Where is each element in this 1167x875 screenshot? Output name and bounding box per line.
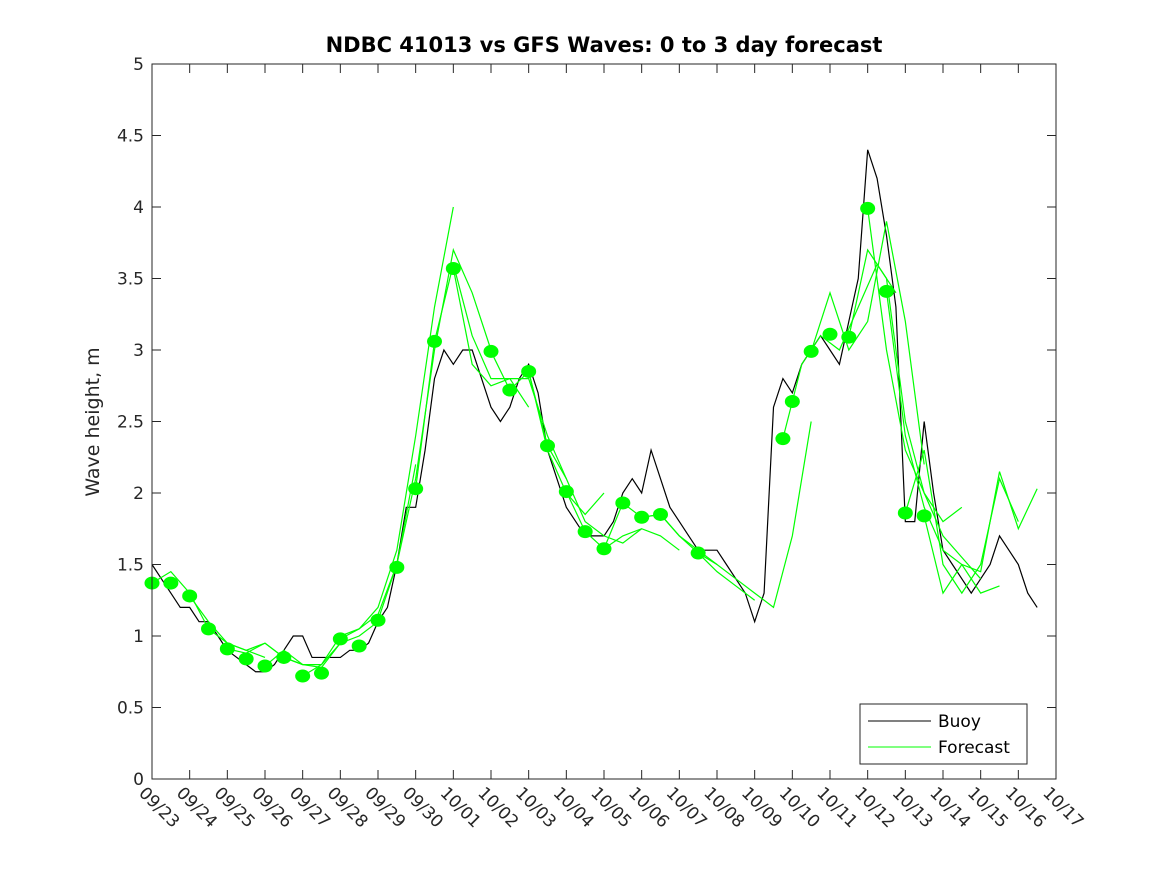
legend-buoy-label: Buoy: [938, 712, 981, 732]
x-tick-label: 09/30: [398, 783, 447, 832]
forecast-point: [784, 394, 800, 408]
forecast-line: [885, 291, 1000, 594]
forecast-line: [904, 449, 1019, 595]
forecast-point: [822, 327, 838, 341]
forecast-point: [238, 652, 254, 666]
forecast-line: [848, 248, 963, 523]
y-tick-label: 1.5: [117, 556, 144, 576]
forecast-point: [860, 201, 876, 215]
x-tick-label: 10/02: [473, 783, 522, 832]
y-tick-label: 2: [133, 484, 144, 504]
forecast-point: [276, 650, 292, 664]
forecast-point: [916, 509, 932, 523]
forecast-point: [427, 334, 442, 348]
x-tick-label: 09/26: [247, 783, 296, 832]
forecast-point: [351, 639, 367, 653]
x-tick-label: 09/25: [210, 783, 259, 832]
y-tick-label: 4.5: [117, 127, 144, 147]
forecast-point: [370, 613, 386, 627]
x-tick-label: 10/14: [925, 783, 974, 832]
buoy-line: [151, 149, 1038, 673]
forecast-point: [314, 666, 329, 680]
y-tick-label: 3.5: [117, 270, 144, 290]
forecast-point: [634, 510, 650, 524]
forecast-point: [295, 669, 311, 683]
x-tick-label: 09/28: [323, 783, 372, 832]
forecast-point: [502, 383, 518, 397]
forecast-point: [615, 496, 631, 510]
forecast-point: [163, 576, 179, 590]
forecast-point: [897, 506, 913, 520]
axes-box: [151, 63, 1057, 780]
forecast-line: [923, 471, 1038, 595]
x-tick-label: 10/17: [1038, 783, 1087, 832]
y-tick-label: 0: [133, 770, 144, 790]
legend: Buoy Forecast: [859, 703, 1028, 765]
forecast-line: [490, 351, 605, 516]
chart-title: NDBC 41013 vs GFS Waves: 0 to 3 day fore…: [326, 33, 883, 57]
forecast-point: [879, 284, 894, 298]
forecast-point: [521, 364, 537, 378]
y-tick-label: 2.5: [117, 413, 144, 433]
x-tick-label: 10/10: [775, 783, 824, 832]
y-axis-label: Wave height, m: [82, 347, 104, 496]
y-tick-label: 1: [133, 627, 144, 647]
forecast-point: [389, 560, 405, 574]
forecast-line: [867, 208, 982, 580]
y-tick-label: 3: [133, 341, 144, 361]
forecast-point: [596, 542, 612, 556]
forecast-line: [697, 421, 812, 609]
x-tick-label: 10/05: [586, 783, 635, 832]
x-tick-label: 10/16: [1001, 783, 1050, 832]
x-tick-label: 10/12: [850, 783, 899, 832]
forecast-line: [340, 206, 454, 640]
y-tick-label: 4: [133, 198, 144, 218]
forecast-point: [332, 632, 348, 646]
forecast-point: [445, 261, 461, 275]
legend-box: [859, 703, 1028, 765]
x-tick-label: 09/27: [285, 783, 334, 832]
plot-area: [144, 149, 1038, 683]
legend-forecast-label: Forecast: [938, 738, 1010, 758]
forecast-point: [775, 432, 791, 446]
forecast-point: [408, 482, 424, 496]
forecast-line: [810, 221, 925, 465]
forecast-point: [257, 659, 273, 673]
y-tick-label: 0.5: [117, 699, 144, 719]
forecast-point: [201, 622, 216, 636]
forecast-point: [558, 485, 574, 499]
forecast-point: [219, 642, 235, 656]
forecast-point: [841, 330, 857, 344]
forecast-point: [803, 344, 819, 358]
x-tick-label: 10/11: [812, 783, 861, 832]
forecast-point: [540, 439, 555, 453]
forecast-line: [528, 371, 643, 544]
x-tick-label: 09/23: [134, 783, 183, 832]
forecast-point: [483, 344, 499, 358]
x-tick-label: 09/29: [360, 783, 409, 832]
forecast-point: [690, 546, 706, 560]
x-tick-label: 10/04: [549, 783, 598, 832]
forecast-point: [182, 589, 198, 603]
x-tick-label: 10/09: [737, 783, 786, 832]
x-tick-label: 10/15: [963, 783, 1012, 832]
x-tick-label: 10/08: [699, 783, 748, 832]
x-tick-label: 09/24: [172, 783, 221, 832]
forecast-point: [653, 507, 668, 521]
forecast-line: [452, 268, 567, 479]
x-tick-label: 10/01: [436, 783, 485, 832]
x-tick-label: 10/07: [662, 783, 711, 832]
x-tick-label: 10/06: [624, 783, 673, 832]
forecast-line: [415, 264, 530, 489]
forecast-point: [577, 525, 593, 539]
x-tick-label: 10/13: [888, 783, 937, 832]
x-tick-label: 10/03: [511, 783, 560, 832]
y-tick-label: 5: [133, 55, 144, 75]
